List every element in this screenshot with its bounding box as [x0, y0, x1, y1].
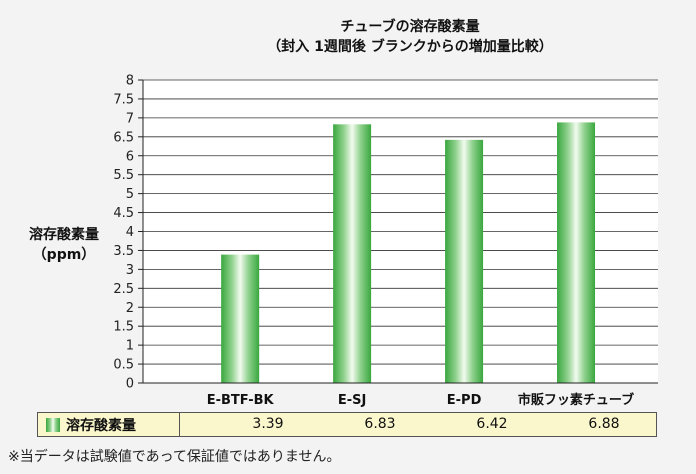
y-tick-label: 6: [126, 149, 134, 164]
y-tick-label: 3: [126, 263, 134, 278]
data-value-commercial-fluoro-tube: 6.88: [588, 416, 620, 432]
footnote: ※当データは試験値であって保証値ではありません。: [8, 449, 341, 465]
bar-3: [557, 122, 596, 384]
y-tick-label: 6.5: [113, 130, 134, 145]
y-axis-label: 溶存酸素量: [29, 227, 99, 243]
data-table: 溶存酸素量 3.39 6.83 6.42 6.88: [37, 412, 657, 437]
x-category-label: E-PD: [447, 393, 482, 408]
y-tick-label: 2.5: [113, 282, 134, 297]
y-tick-label: 0.5: [113, 358, 134, 373]
y-axis-ticks: 0 0.5 1 1.5 2 2.5 3 3.5 4 4.5 5 5.5 6 6.5 7 7.5 8: [113, 74, 143, 392]
y-tick-label: 7: [126, 111, 134, 126]
y-tick-label: 0: [126, 377, 134, 392]
y-tick-label: 5: [126, 187, 134, 202]
y-axis-unit-label: （ppm）: [32, 247, 96, 263]
y-tick-label: 7.5: [113, 92, 134, 107]
y-tick-label: 1.5: [113, 320, 134, 335]
legend-label: 溶存酸素量: [66, 417, 136, 434]
x-category-label: 市販フッ素チューブ: [518, 392, 634, 408]
y-tick-label: 5.5: [113, 168, 134, 183]
bars: [221, 122, 596, 384]
y-tick-label: 4: [126, 225, 134, 240]
bar-1: [333, 124, 372, 383]
y-tick-label: 4.5: [113, 206, 134, 221]
data-value-e-pd: 6.42: [476, 416, 508, 432]
legend-cell: 溶存酸素量: [38, 413, 180, 436]
x-category-label: E-SJ: [338, 393, 366, 408]
bar-0: [221, 254, 260, 383]
y-tick-label: 3.5: [113, 244, 134, 259]
y-tick-label: 1: [126, 339, 134, 354]
y-tick-label: 2: [126, 301, 134, 316]
data-value-e-btf-bk: 3.39: [252, 416, 284, 432]
x-category-label: E-BTF-BK: [207, 393, 275, 408]
legend-swatch: [46, 417, 60, 432]
x-axis-labels: E-BTF-BK E-SJ E-PD 市販フッ素チューブ: [207, 392, 634, 408]
data-value-e-sj: 6.83: [364, 416, 396, 432]
bar-2: [445, 139, 484, 383]
chart-title: チューブの溶存酸素量: [340, 19, 480, 35]
y-tick-label: 8: [126, 74, 134, 89]
chart-subtitle: （封入 1週間後 ブランクからの増加量比較）: [267, 39, 553, 55]
